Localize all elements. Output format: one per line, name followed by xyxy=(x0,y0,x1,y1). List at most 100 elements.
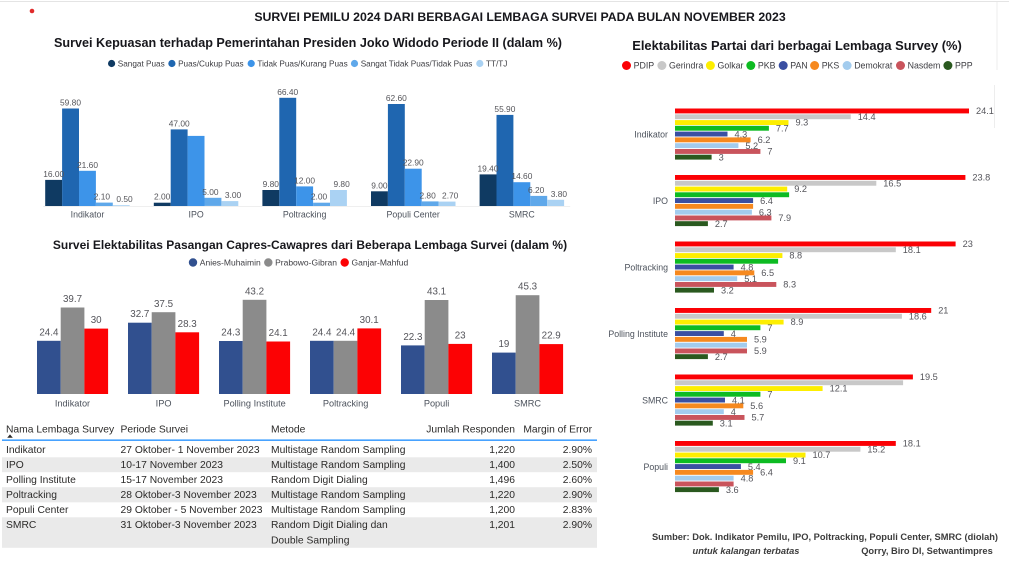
svg-text:4: 4 xyxy=(731,329,736,339)
svg-text:Poltracking: Poltracking xyxy=(6,490,57,501)
svg-text:Polling Institute: Polling Institute xyxy=(6,475,76,486)
svg-text:5.1: 5.1 xyxy=(744,274,757,284)
svg-text:6.3: 6.3 xyxy=(759,207,772,217)
svg-text:Prabowo-Gibran: Prabowo-Gibran xyxy=(275,258,337,268)
svg-text:2.10: 2.10 xyxy=(94,192,111,202)
svg-text:3.1: 3.1 xyxy=(720,418,733,428)
svg-text:66.40: 66.40 xyxy=(277,87,298,97)
svg-text:Golkar: Golkar xyxy=(718,61,744,71)
svg-text:6.4: 6.4 xyxy=(760,468,773,478)
svg-text:Anies-Muhaimin: Anies-Muhaimin xyxy=(200,258,261,268)
svg-text:PPP: PPP xyxy=(955,61,973,71)
svg-text:7.9: 7.9 xyxy=(778,213,791,223)
svg-text:2.70: 2.70 xyxy=(442,191,459,201)
svg-text:Poltracking: Poltracking xyxy=(283,210,327,220)
svg-text:3.80: 3.80 xyxy=(551,189,568,199)
svg-text:3.00: 3.00 xyxy=(225,190,242,200)
svg-text:Random Digit Dialing: Random Digit Dialing xyxy=(271,475,368,486)
svg-text:PDIP: PDIP xyxy=(634,61,655,71)
svg-text:47.00: 47.00 xyxy=(169,118,190,128)
svg-text:Polling Institute: Polling Institute xyxy=(223,399,285,409)
svg-text:32.7: 32.7 xyxy=(130,309,149,320)
svg-text:Nasdem: Nasdem xyxy=(908,61,941,71)
svg-text:9.1: 9.1 xyxy=(793,456,806,466)
svg-text:22.3: 22.3 xyxy=(403,332,423,343)
svg-text:18.1: 18.1 xyxy=(903,245,921,255)
svg-text:43.1: 43.1 xyxy=(427,287,446,298)
svg-text:6.20: 6.20 xyxy=(528,185,545,195)
svg-text:59.80: 59.80 xyxy=(60,98,81,108)
svg-text:SMRC: SMRC xyxy=(509,210,536,220)
svg-text:Double Sampling: Double Sampling xyxy=(271,535,350,546)
svg-text:6.5: 6.5 xyxy=(761,268,774,278)
svg-text:9.80: 9.80 xyxy=(263,179,280,189)
svg-text:Elektabilitas Partai dari berb: Elektabilitas Partai dari berbagai Lemba… xyxy=(632,38,962,53)
svg-text:Poltracking: Poltracking xyxy=(323,399,368,409)
svg-text:Tidak Puas/Kurang Puas: Tidak Puas/Kurang Puas xyxy=(257,59,347,68)
svg-text:Margin of Error: Margin of Error xyxy=(523,425,592,436)
svg-text:2.83%: 2.83% xyxy=(563,505,592,516)
svg-text:5.7: 5.7 xyxy=(752,413,765,423)
svg-text:PKB: PKB xyxy=(758,61,776,71)
svg-text:Multistage Random Sampling: Multistage Random Sampling xyxy=(271,505,406,516)
svg-text:19.5: 19.5 xyxy=(920,372,938,382)
svg-text:24.1: 24.1 xyxy=(269,328,288,339)
svg-text:Indikator: Indikator xyxy=(6,445,46,456)
svg-text:PAN: PAN xyxy=(790,61,807,71)
svg-text:5.4: 5.4 xyxy=(748,462,761,472)
svg-text:18.1: 18.1 xyxy=(903,439,921,449)
svg-text:24.4: 24.4 xyxy=(312,327,332,338)
svg-text:IPO: IPO xyxy=(156,399,172,409)
svg-text:29 Oktober - 5 November 2023: 29 Oktober - 5 November 2023 xyxy=(121,505,263,516)
svg-text:4.1: 4.1 xyxy=(732,395,745,405)
svg-text:22.90: 22.90 xyxy=(403,158,424,168)
svg-text:43.2: 43.2 xyxy=(245,286,264,297)
svg-text:1,201: 1,201 xyxy=(489,520,515,531)
svg-text:24.3: 24.3 xyxy=(221,328,241,339)
svg-text:Survei Elektabilitas Pasangan: Survei Elektabilitas Pasangan Capres-Caw… xyxy=(53,238,567,252)
svg-text:4.8: 4.8 xyxy=(741,262,754,272)
svg-text:Indikator: Indikator xyxy=(634,129,668,139)
svg-text:27 Oktober- 1 November 2023: 27 Oktober- 1 November 2023 xyxy=(121,445,260,456)
svg-text:2.90%: 2.90% xyxy=(563,490,592,501)
svg-text:Survei Kepuasan terhadap Pemer: Survei Kepuasan terhadap Pemerintahan Pr… xyxy=(54,36,562,50)
svg-text:2.60%: 2.60% xyxy=(563,475,592,486)
svg-text:Populi: Populi xyxy=(644,462,668,472)
svg-text:5.6: 5.6 xyxy=(750,401,763,411)
svg-text:Populi Center: Populi Center xyxy=(6,505,69,516)
svg-text:9.2: 9.2 xyxy=(794,184,807,194)
svg-text:8.9: 8.9 xyxy=(791,317,804,327)
svg-text:28 Oktober-3 November 2023: 28 Oktober-3 November 2023 xyxy=(121,490,257,501)
svg-text:6.4: 6.4 xyxy=(760,196,773,206)
svg-text:Indikator: Indikator xyxy=(55,399,90,409)
svg-text:SMRC: SMRC xyxy=(514,399,541,409)
svg-text:Random Digit Dialing dan: Random Digit Dialing dan xyxy=(271,520,388,531)
svg-text:1,220: 1,220 xyxy=(489,490,515,501)
svg-text:0.50: 0.50 xyxy=(116,194,133,204)
svg-text:3.2: 3.2 xyxy=(721,285,734,295)
svg-text:Multistage Random Sampling: Multistage Random Sampling xyxy=(271,445,406,456)
svg-text:19.40: 19.40 xyxy=(478,163,499,173)
svg-text:3: 3 xyxy=(719,152,724,162)
svg-text:Sumber: Dok. Indikator Pemilu,: Sumber: Dok. Indikator Pemilu, IPO, Polt… xyxy=(652,532,998,542)
svg-text:62.60: 62.60 xyxy=(386,93,407,103)
svg-text:2.00: 2.00 xyxy=(154,192,171,202)
svg-text:15.2: 15.2 xyxy=(867,444,885,454)
svg-text:Gerindra: Gerindra xyxy=(669,61,703,71)
svg-text:untuk kalangan terbatas: untuk kalangan terbatas xyxy=(693,546,800,556)
svg-text:24.1: 24.1 xyxy=(976,106,994,116)
svg-text:30.1: 30.1 xyxy=(360,315,379,326)
svg-text:2.90%: 2.90% xyxy=(563,520,592,531)
svg-text:6.2: 6.2 xyxy=(758,135,771,145)
svg-text:Nama Lembaga Survey: Nama Lembaga Survey xyxy=(6,425,115,436)
svg-text:8.3: 8.3 xyxy=(783,280,796,290)
svg-text:Multistage Random Sampling: Multistage Random Sampling xyxy=(271,460,406,471)
svg-text:5.9: 5.9 xyxy=(754,335,767,345)
svg-text:7: 7 xyxy=(767,390,772,400)
svg-text:SMRC: SMRC xyxy=(642,395,669,405)
svg-text:21.60: 21.60 xyxy=(77,160,98,170)
svg-text:37.5: 37.5 xyxy=(154,299,174,310)
svg-text:1,400: 1,400 xyxy=(489,460,515,471)
svg-text:23.8: 23.8 xyxy=(972,173,990,183)
svg-text:3.6: 3.6 xyxy=(726,485,739,495)
